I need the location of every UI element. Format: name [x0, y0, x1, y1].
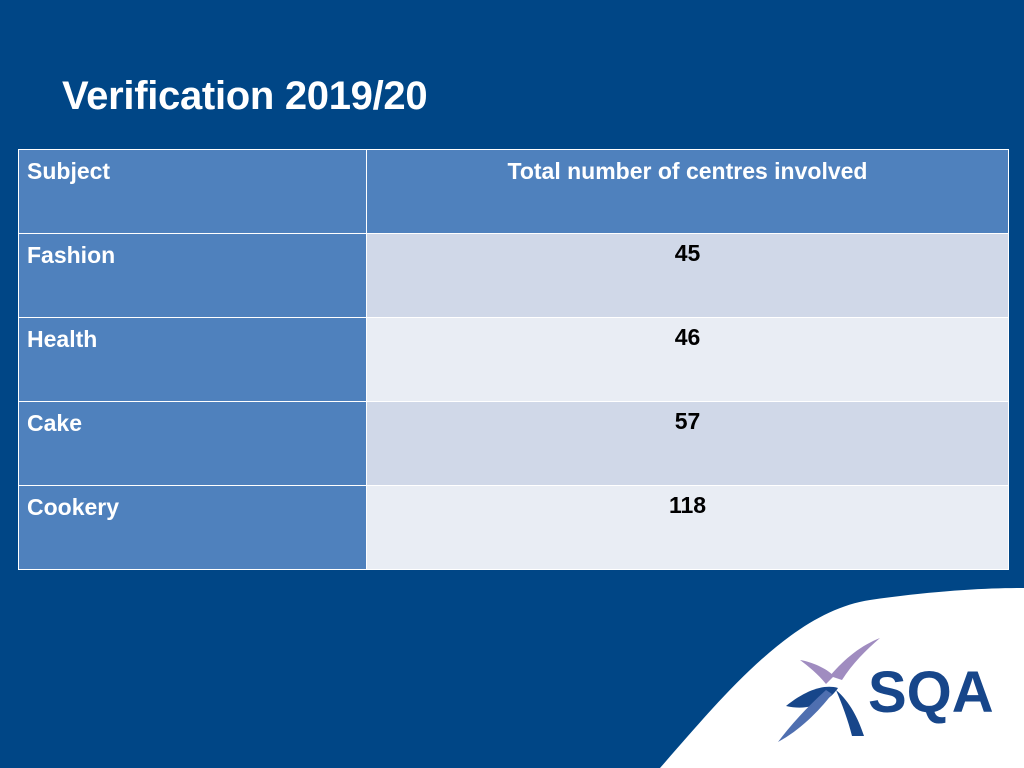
table-header-row: Subject Total number of centres involved — [18, 149, 1009, 234]
table-row: Cake 57 — [18, 401, 1009, 486]
row-centres: 57 — [366, 401, 1009, 486]
header-subject: Subject — [18, 149, 367, 234]
header-centres: Total number of centres involved — [366, 149, 1009, 234]
white-swoosh-shape — [660, 588, 1024, 768]
slide-title: Verification 2019/20 — [62, 74, 428, 118]
row-subject: Fashion — [18, 233, 367, 318]
row-centres: 46 — [366, 317, 1009, 402]
sqa-saltire-icon — [778, 638, 880, 742]
row-subject: Cookery — [18, 485, 367, 570]
row-subject: Cake — [18, 401, 367, 486]
centres-table: Subject Total number of centres involved… — [18, 149, 1009, 570]
row-centres: 45 — [366, 233, 1009, 318]
table-row: Cookery 118 — [18, 485, 1009, 570]
table-row: Fashion 45 — [18, 233, 1009, 318]
row-centres: 118 — [366, 485, 1009, 570]
table-row: Health 46 — [18, 317, 1009, 402]
sqa-logo-text: SQA — [868, 660, 994, 725]
row-subject: Health — [18, 317, 367, 402]
